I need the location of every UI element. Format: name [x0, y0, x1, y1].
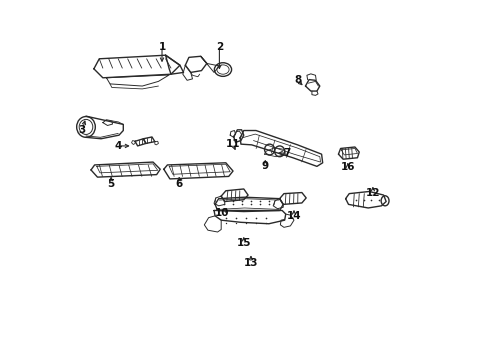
Text: 8: 8: [293, 75, 301, 85]
Text: 5: 5: [107, 179, 115, 189]
Text: 16: 16: [340, 162, 354, 172]
Text: 7: 7: [283, 148, 290, 158]
Text: 9: 9: [261, 161, 268, 171]
Text: 13: 13: [243, 258, 258, 268]
Text: 6: 6: [175, 179, 183, 189]
Text: 15: 15: [236, 238, 250, 248]
Text: 3: 3: [79, 125, 86, 135]
Text: 11: 11: [225, 139, 240, 149]
Text: 10: 10: [215, 208, 229, 218]
Text: 12: 12: [365, 188, 379, 198]
Text: 2: 2: [215, 42, 223, 52]
Text: 1: 1: [158, 42, 165, 52]
Text: 4: 4: [114, 141, 122, 151]
Text: 14: 14: [286, 211, 301, 221]
